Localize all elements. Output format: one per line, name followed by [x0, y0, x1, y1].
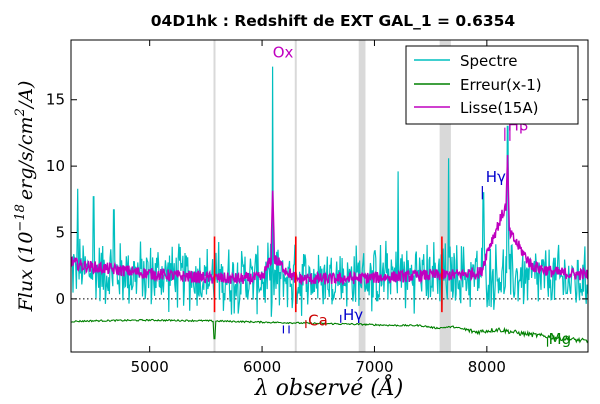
- chart-title: 04D1hk : Redshift de EXT GAL_1 = 0.6354: [151, 12, 516, 30]
- y-axis-label-exponent: 2: [13, 108, 28, 117]
- y-tick-label: 10: [46, 157, 65, 175]
- y-axis-label-part: /A): [15, 81, 37, 111]
- y-axis-label-exponent: −18: [13, 204, 28, 231]
- shaded-band: [358, 40, 366, 352]
- x-axis-label: λ observé (Å): [254, 373, 404, 400]
- y-axis-label-part: erg/s/cm: [15, 116, 37, 200]
- legend-box: [405, 45, 579, 125]
- shaded-band: [439, 40, 451, 352]
- svg-text:Flux (10−18erg/s/cm2/A): Flux (10−18 erg/s/cm2/A): [13, 81, 37, 313]
- line-id-label: Ox: [273, 43, 294, 61]
- series-lisse: [71, 154, 588, 286]
- series-erreur: [71, 318, 588, 344]
- legend-label-lisse: Lisse(15A): [460, 99, 538, 117]
- legend: Spectre Erreur(x-1) Lisse(15A): [405, 45, 579, 125]
- y-tick-label: 15: [46, 91, 65, 109]
- y-tick-label: 0: [55, 290, 65, 308]
- y-axis-label-part: Flux (10: [15, 232, 37, 313]
- line-id-label: Hγ: [343, 306, 363, 324]
- x-tick-label: 7000: [355, 358, 393, 376]
- line-id-label: Ca: [308, 311, 328, 329]
- plot-frame: [70, 39, 589, 353]
- data-series: [71, 66, 588, 344]
- x-tick-label: 6000: [243, 358, 281, 376]
- axes: 5000 6000 7000 8000 0 5 10 15: [46, 40, 588, 376]
- series-spectre: [71, 66, 588, 317]
- y-tick-label: 5: [55, 224, 65, 242]
- x-tick-label: 5000: [131, 358, 169, 376]
- legend-label-erreur: Erreur(x-1): [460, 76, 542, 94]
- line-id-label: Mg: [549, 330, 571, 348]
- line-id-label: Hγ: [486, 168, 506, 186]
- x-tick-label: 8000: [468, 358, 506, 376]
- legend-label-spectre: Spectre: [460, 52, 517, 70]
- y-axis-label: Flux (10−18 erg/s/cm2/A): [13, 81, 37, 313]
